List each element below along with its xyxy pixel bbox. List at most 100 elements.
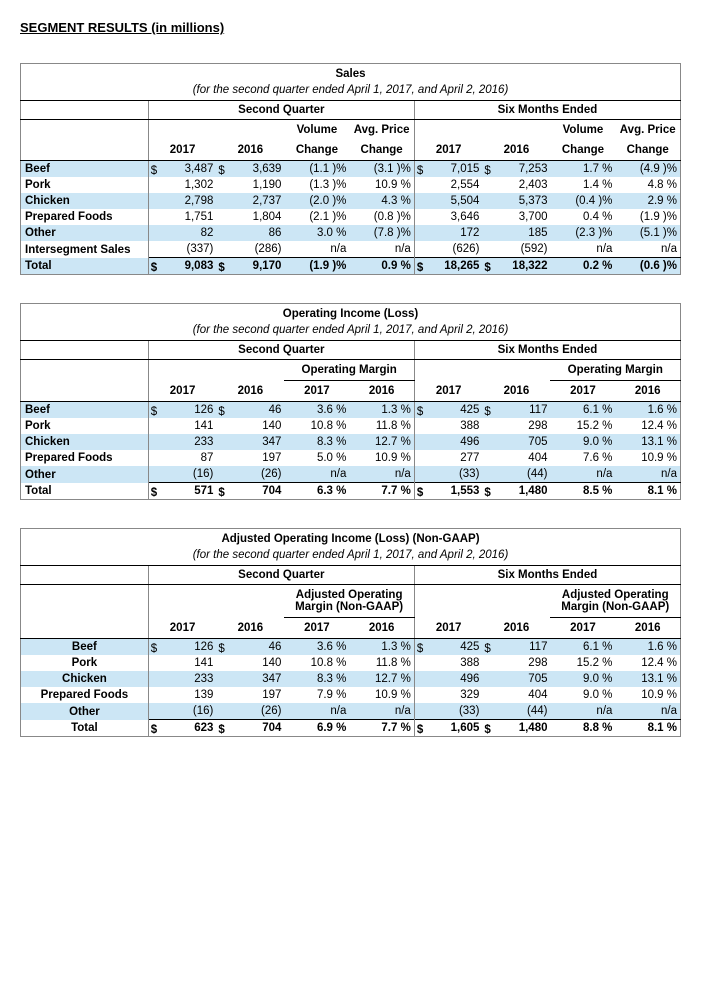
col-volume: Volume — [284, 120, 349, 141]
cell: 571 — [159, 483, 217, 500]
col-avg-price: Avg. Price — [349, 120, 414, 141]
stub-other: Other — [21, 466, 149, 483]
stub-total: Total — [21, 483, 149, 500]
col-avg-price-h: Avg. Price — [615, 120, 680, 141]
cell: 277 — [425, 450, 483, 466]
cell: 10.8 % — [284, 418, 349, 434]
row-other: Other (16) (26) n/a n/a (33) (44) n/a n/… — [21, 466, 681, 483]
stub-prepared: Prepared Foods — [21, 450, 149, 466]
row-intersegment: Intersegment Sales (337) (286) n/a n/a (… — [21, 241, 681, 258]
cell: 425 — [425, 639, 483, 656]
period-note: (for the second quarter ended April 1, 2… — [21, 82, 681, 101]
cell: (5.1 )% — [615, 225, 680, 241]
stub-beef: Beef — [21, 161, 149, 178]
cell: 141 — [159, 418, 217, 434]
cell: 3,487 — [159, 161, 217, 178]
cell: 140 — [227, 418, 285, 434]
cell: 12.4 % — [615, 418, 680, 434]
cell: 139 — [159, 687, 217, 703]
cell: 12.7 % — [349, 434, 414, 450]
col-2016-mh: 2016 — [615, 381, 680, 402]
col-2017: 2017 — [148, 360, 216, 402]
col-2017: 2017 — [148, 120, 216, 161]
cell: 704 — [227, 483, 285, 500]
cell: 233 — [159, 671, 217, 687]
cell: 347 — [227, 434, 285, 450]
cell: 10.9 % — [615, 687, 680, 703]
cell: n/a — [349, 241, 414, 258]
cell: 705 — [493, 434, 551, 450]
adjopinc-title: Adjusted Operating Income (Loss) (Non-GA… — [21, 529, 681, 548]
cell: 185 — [493, 225, 551, 241]
cell: 11.8 % — [349, 418, 414, 434]
cell: (44) — [493, 466, 551, 483]
cell: (33) — [425, 466, 483, 483]
cell: n/a — [615, 466, 680, 483]
cell: 6.1 % — [550, 639, 615, 656]
col-2017-mh: 2017 — [550, 381, 615, 402]
cell: (592) — [493, 241, 551, 258]
cell: 1.6 % — [615, 402, 680, 419]
cell: (2.1 )% — [284, 209, 349, 225]
cell: 7.7 % — [349, 483, 414, 500]
stub-chicken: Chicken — [21, 193, 149, 209]
cell: 2,554 — [425, 177, 483, 193]
cell: 3.0 % — [284, 225, 349, 241]
sales-title: Sales — [21, 64, 681, 83]
cell: 86 — [227, 225, 285, 241]
sales-table: Sales (for the second quarter ended Apri… — [20, 63, 681, 275]
cell: (1.9 )% — [284, 258, 349, 275]
cell: 18,265 — [425, 258, 483, 275]
row-total: Total $571 $704 6.3 % 7.7 % $1,553 $1,48… — [21, 483, 681, 500]
cell: n/a — [615, 703, 680, 720]
cell: (0.4 )% — [550, 193, 615, 209]
cell: (0.8 )% — [349, 209, 414, 225]
cell: 388 — [425, 655, 483, 671]
cell: 298 — [493, 655, 551, 671]
col-2017-mh: 2017 — [550, 618, 615, 639]
cell: (1.1 )% — [284, 161, 349, 178]
row-prepared: Prepared Foods 139 197 7.9 % 10.9 % 329 … — [21, 687, 681, 703]
cell: 1,751 — [159, 209, 217, 225]
cell: 6.9 % — [284, 720, 349, 737]
cell: 5,504 — [425, 193, 483, 209]
col-2017-m: 2017 — [284, 618, 349, 639]
cell: n/a — [550, 466, 615, 483]
cell: 117 — [493, 639, 551, 656]
cell: 4.3 % — [349, 193, 414, 209]
col-adj-op-margin-h: Adjusted Operating Margin (Non-GAAP) — [550, 585, 680, 618]
cell: 9.0 % — [550, 687, 615, 703]
cell: 82 — [159, 225, 217, 241]
group-six-months: Six Months Ended — [414, 566, 680, 585]
cell: 197 — [227, 687, 285, 703]
cell: 2.9 % — [615, 193, 680, 209]
group-second-quarter: Second Quarter — [148, 566, 414, 585]
stub-prepared: Prepared Foods — [21, 687, 149, 703]
col-change: Change — [550, 140, 615, 161]
stub-chicken: Chicken — [21, 434, 149, 450]
cell: n/a — [550, 703, 615, 720]
cell: 11.8 % — [349, 655, 414, 671]
col-2017-h: 2017 — [414, 360, 482, 402]
cell: 1,480 — [493, 720, 551, 737]
row-prepared: Prepared Foods 1,751 1,804 (2.1 )% (0.8 … — [21, 209, 681, 225]
cell: (2.3 )% — [550, 225, 615, 241]
cell: 1.3 % — [349, 639, 414, 656]
row-prepared: Prepared Foods 87 197 5.0 % 10.9 % 277 4… — [21, 450, 681, 466]
cell: 2,798 — [159, 193, 217, 209]
row-beef: Beef $3,487 $3,639 (1.1 )% (3.1 )% $7,01… — [21, 161, 681, 178]
cell: 404 — [493, 687, 551, 703]
cell: (1.9 )% — [615, 209, 680, 225]
cell: (3.1 )% — [349, 161, 414, 178]
cell: 1,804 — [227, 209, 285, 225]
cell: (0.6 )% — [615, 258, 680, 275]
stub-prepared: Prepared Foods — [21, 209, 149, 225]
col-volume-h: Volume — [550, 120, 615, 141]
cell: 496 — [425, 671, 483, 687]
stub-other: Other — [21, 703, 149, 720]
cell: 46 — [227, 639, 285, 656]
row-beef: Beef $126 $46 3.6 % 1.3 % $425 $117 6.1 … — [21, 639, 681, 656]
cell: 10.8 % — [284, 655, 349, 671]
stub-pork: Pork — [21, 177, 149, 193]
col-2016: 2016 — [216, 120, 284, 161]
